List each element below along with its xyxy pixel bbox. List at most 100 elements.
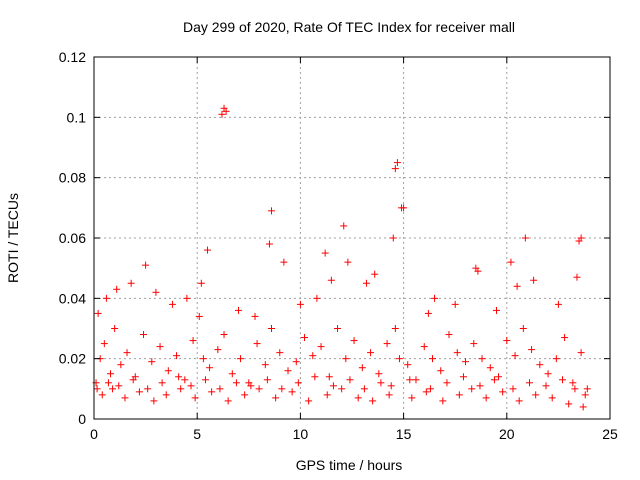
data-point [420,343,428,351]
data-point [325,373,333,381]
data-point [218,110,226,118]
data-point [268,325,276,332]
data-point [565,400,573,408]
data-point [451,300,459,308]
grid-lines [94,57,610,419]
data-point [528,346,536,354]
data-point [251,312,259,320]
data-point [526,379,534,387]
data-point [542,382,550,390]
data-point [439,397,447,405]
data-point [521,234,529,242]
data-point [431,294,439,302]
data-point [309,352,317,360]
data-point [424,309,432,317]
data-point [393,159,401,167]
data-point [140,331,148,339]
data-point [519,325,527,332]
data-point [94,309,102,317]
data-point [478,355,486,363]
data-point [191,394,199,402]
data-point [391,325,399,332]
data-point [168,300,176,308]
data-point [117,361,125,369]
data-point [367,349,375,357]
data-point [443,379,451,387]
data-point [175,373,183,381]
x-tick-label: 5 [193,426,201,442]
data-point [189,337,197,345]
data-point [104,379,112,387]
data-point [156,343,164,351]
y-tick-label: 0.08 [59,170,86,186]
data-point [272,394,280,402]
data-point [428,355,436,363]
y-tick-label: 0.04 [59,290,86,306]
data-point [232,379,240,387]
data-point [127,279,135,287]
data-point [346,376,354,384]
data-point [255,385,263,393]
data-point [422,388,430,396]
data-point [107,370,115,378]
data-point [311,373,319,381]
data-point [573,273,581,281]
data-point [445,331,453,339]
data-point [468,385,476,393]
data-point [338,385,346,393]
data-point [305,397,313,405]
data-point [391,165,399,173]
x-tick-label: 25 [602,426,618,442]
data-point [187,382,195,390]
data-point [177,385,185,393]
data-point [123,349,131,357]
data-point [437,367,445,375]
data-point [199,355,207,363]
data-point [220,331,228,339]
data-point [404,361,412,369]
data-point [113,285,121,293]
data-point [561,334,569,342]
data-point [288,388,296,396]
data-point [334,325,342,332]
data-point [503,337,511,345]
data-point [222,107,230,115]
data-point [387,382,395,390]
data-point [204,246,212,254]
data-point [135,388,143,396]
data-point [408,394,416,402]
data-point [490,376,498,384]
x-tick-label: 10 [293,426,309,442]
data-point [495,373,503,381]
y-tick-label: 0.06 [59,230,86,246]
data-point [548,394,556,402]
data-point [459,373,467,381]
data-point [142,261,150,269]
data-point [509,385,517,393]
data-point [294,379,302,387]
data-point [158,379,166,387]
data-point [206,364,214,372]
data-point [253,340,261,348]
y-tick-label: 0.02 [59,351,86,367]
data-point [284,367,292,375]
data-point [350,337,358,345]
data-point [292,358,300,366]
data-point [150,397,158,405]
data-point [577,234,585,242]
data-point [400,204,408,212]
plot-frame [93,56,611,420]
axis-ticks [93,56,611,420]
data-point [406,376,414,384]
data-point [164,367,172,375]
data-point [93,385,101,393]
data-point [173,352,181,360]
data-point [313,294,321,302]
data-point [470,340,478,348]
y-axis-label: ROTI / TECUs [5,193,21,283]
data-point [360,385,368,393]
data-point [208,388,216,396]
data-point [532,391,540,399]
data-point [377,379,385,387]
